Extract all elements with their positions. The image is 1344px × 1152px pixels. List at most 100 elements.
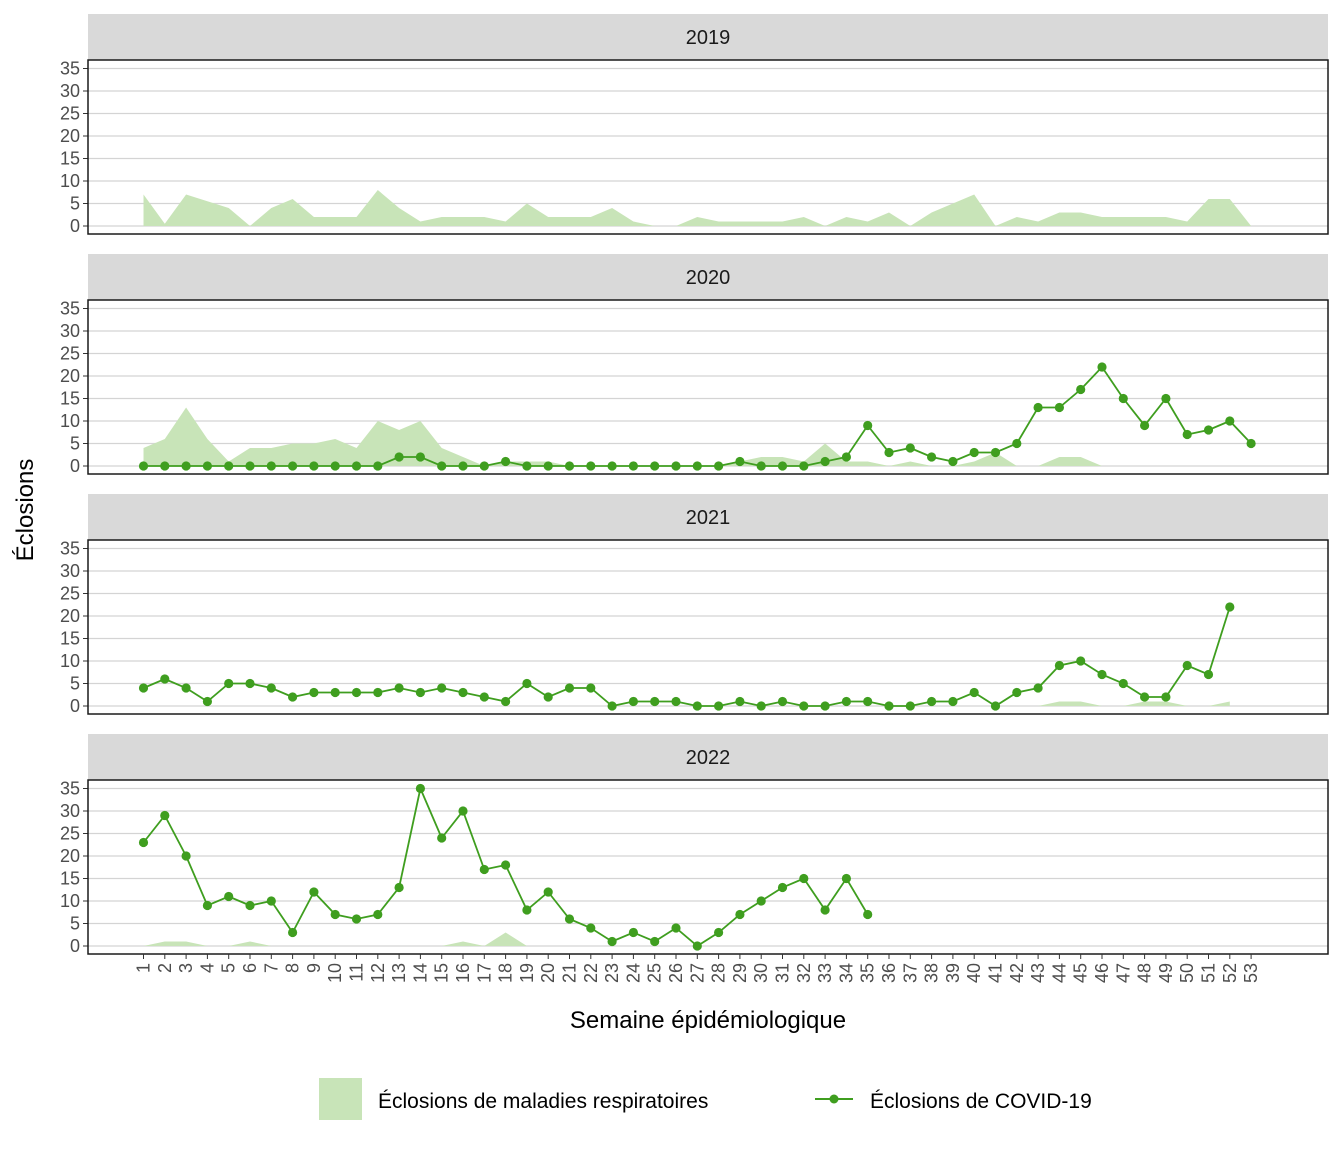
x-tick-label: 19 (517, 963, 537, 983)
x-tick-label: 12 (368, 963, 388, 983)
y-tick-label: 10 (60, 891, 80, 911)
covid-point (841, 452, 852, 462)
x-tick-label: 30 (751, 963, 771, 983)
covid-point (650, 696, 660, 707)
x-tick-label: 43 (1028, 963, 1048, 983)
covid-point (266, 461, 276, 471)
y-tick-label: 35 (60, 299, 80, 319)
covid-point (969, 687, 979, 698)
covid-point (160, 810, 170, 821)
covid-point (138, 461, 149, 471)
y-tick-label: 35 (60, 59, 80, 79)
covid-point (927, 696, 937, 707)
covid-point (160, 674, 170, 684)
covid-point (245, 900, 255, 911)
x-tick-label: 33 (815, 963, 835, 983)
covid-point (1054, 402, 1064, 413)
covid-point (1246, 438, 1256, 449)
x-tick-label: 5 (219, 963, 239, 973)
covid-point (522, 905, 532, 915)
y-tick-label: 0 (70, 216, 80, 236)
panel-strip (88, 254, 1328, 300)
covid-point (948, 456, 958, 467)
covid-point (1054, 660, 1064, 671)
legend-label-covid: Éclosions de COVID-19 (870, 1090, 1092, 1113)
covid-point (1097, 669, 1107, 680)
covid-point (948, 696, 958, 707)
covid-point (1225, 602, 1235, 612)
covid-point (543, 887, 553, 897)
panel-border (87, 539, 1329, 715)
covid-point (330, 461, 340, 471)
covid-point (394, 452, 404, 462)
x-tick-label: 17 (474, 963, 494, 983)
y-tick-label: 20 (60, 606, 80, 626)
covid-point (415, 783, 425, 794)
x-tick-label: 18 (496, 963, 516, 983)
covid-point (1033, 683, 1043, 693)
covid-point (458, 461, 468, 471)
x-axis-title: Semaine épidémiologique (570, 1007, 846, 1034)
covid-point (543, 692, 553, 702)
x-tick-label: 51 (1199, 963, 1219, 983)
panel-strip (88, 494, 1328, 540)
covid-point (415, 687, 425, 698)
covid-point (351, 461, 362, 471)
covid-point (373, 909, 383, 920)
y-tick-label: 20 (60, 126, 80, 146)
x-tick-label: 6 (240, 963, 260, 973)
covid-point (479, 461, 489, 471)
x-tick-label: 14 (410, 963, 430, 983)
y-tick-label: 15 (60, 629, 80, 649)
y-tick-label: 35 (60, 779, 80, 799)
covid-point (245, 461, 255, 471)
y-tick-label: 15 (60, 389, 80, 409)
legend-key-respiratory (319, 1078, 362, 1120)
covid-point (351, 687, 362, 698)
covid-point (692, 701, 702, 711)
covid-point (628, 927, 639, 938)
covid-point (820, 905, 830, 915)
chart-panels: 2019051015202530352020051015202530352021… (60, 14, 1329, 956)
covid-point (586, 461, 596, 471)
covid-point (479, 692, 489, 702)
covid-point (1097, 362, 1107, 372)
covid-point (884, 701, 894, 711)
x-tick-label: 29 (730, 963, 750, 983)
covid-point (543, 461, 553, 471)
covid-point (735, 696, 745, 707)
panel-strip-label: 2020 (686, 267, 731, 289)
x-tick-label: 44 (1049, 963, 1069, 983)
covid-point (160, 461, 170, 471)
x-tick-label: 40 (964, 963, 984, 983)
covid-point (522, 461, 532, 471)
covid-point (479, 864, 489, 875)
covid-point (777, 882, 788, 893)
y-tick-label: 35 (60, 539, 80, 559)
covid-point (564, 461, 575, 471)
covid-point (1182, 660, 1192, 671)
covid-point (181, 683, 191, 693)
covid-point (202, 461, 212, 471)
y-tick-label: 30 (60, 801, 80, 821)
covid-point (564, 914, 575, 924)
covid-point (309, 687, 319, 698)
x-tick-label: 22 (581, 963, 601, 983)
x-tick-label: 4 (197, 963, 217, 973)
covid-point (628, 461, 639, 471)
y-tick-label: 25 (60, 584, 80, 604)
covid-point (820, 701, 830, 711)
covid-point (714, 927, 724, 938)
y-tick-label: 5 (70, 674, 80, 694)
covid-point (224, 461, 234, 471)
covid-point (735, 456, 745, 467)
covid-point (756, 701, 766, 711)
covid-point (1161, 393, 1171, 404)
covid-point (671, 696, 681, 707)
covid-point (437, 461, 447, 471)
covid-point (820, 456, 830, 467)
y-tick-label: 30 (60, 321, 80, 341)
